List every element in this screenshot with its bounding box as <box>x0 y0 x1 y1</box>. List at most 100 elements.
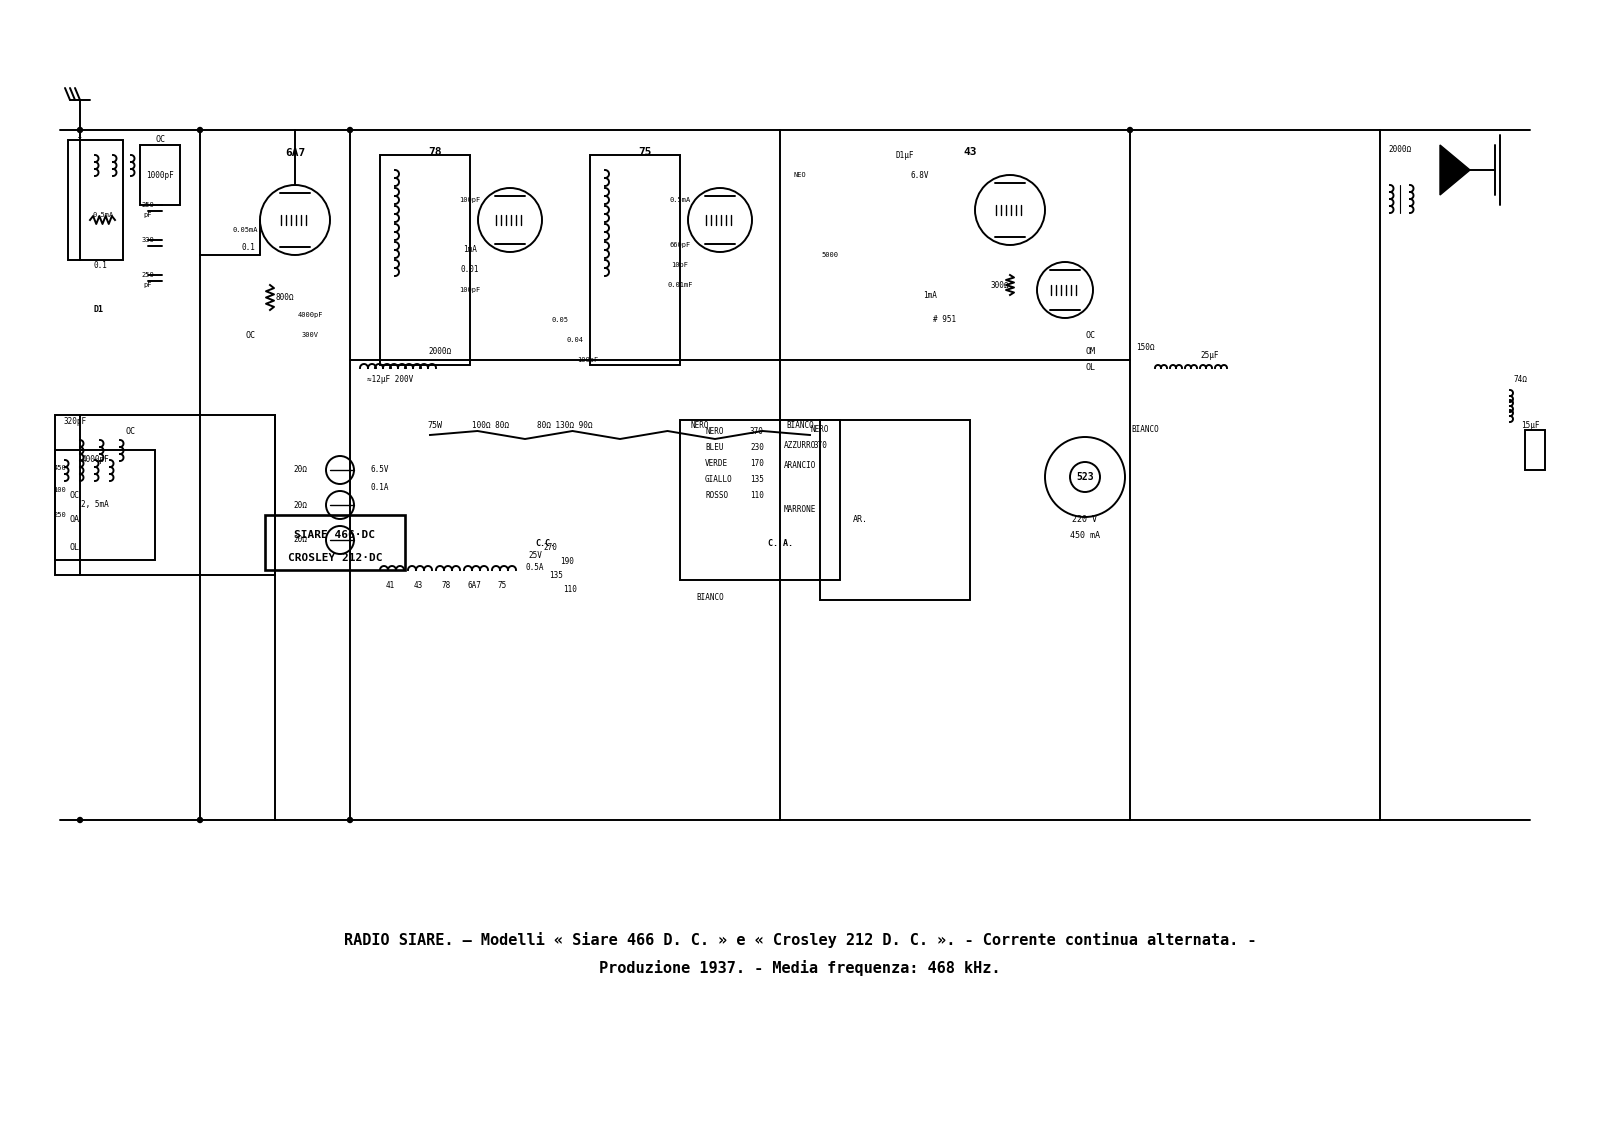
Text: 660pF: 660pF <box>669 242 691 248</box>
Circle shape <box>77 128 83 132</box>
Text: C. A.: C. A. <box>768 538 792 547</box>
Text: Produzione 1937. - Media frequenza: 468 kHz.: Produzione 1937. - Media frequenza: 468 … <box>600 960 1000 976</box>
Circle shape <box>77 818 83 822</box>
Text: AZZURRO: AZZURRO <box>784 440 816 449</box>
Text: 74Ω: 74Ω <box>1514 375 1526 385</box>
Text: 0.1: 0.1 <box>93 260 107 269</box>
Text: 0.1: 0.1 <box>242 243 254 252</box>
Text: GIALLO: GIALLO <box>706 475 733 484</box>
Bar <box>266 515 405 570</box>
Text: ROSSO: ROSSO <box>706 492 728 501</box>
Text: 0.5A: 0.5A <box>526 563 544 572</box>
Text: 300Ω: 300Ω <box>990 280 1010 290</box>
Text: # 951: # 951 <box>933 316 957 325</box>
Text: 250: 250 <box>142 202 154 208</box>
Text: 370: 370 <box>750 428 763 437</box>
Text: 135: 135 <box>750 475 763 484</box>
Text: pF: pF <box>144 211 152 218</box>
Text: 20Ω: 20Ω <box>293 466 307 475</box>
Text: OC: OC <box>245 330 254 339</box>
Text: pF: pF <box>144 282 152 288</box>
Text: 2000Ω: 2000Ω <box>1389 146 1411 155</box>
Text: 4000pF: 4000pF <box>298 312 323 318</box>
Text: NERO: NERO <box>706 428 723 437</box>
Text: 100pF: 100pF <box>459 287 480 293</box>
Text: 0.05mA: 0.05mA <box>232 227 258 233</box>
Text: 2, 5mA: 2, 5mA <box>82 501 109 509</box>
Bar <box>819 420 970 601</box>
Text: 2000Ω: 2000Ω <box>429 347 451 356</box>
Text: 190: 190 <box>560 556 574 566</box>
Text: 10pF: 10pF <box>672 262 688 268</box>
Circle shape <box>1128 128 1133 132</box>
Circle shape <box>197 818 203 822</box>
Text: 1mA: 1mA <box>462 245 477 254</box>
Text: RADIO SIARE. — Modelli « Siare 466 D. C. » e « Crosley 212 D. C. ». - Corrente c: RADIO SIARE. — Modelli « Siare 466 D. C.… <box>344 932 1256 948</box>
Text: 25µF: 25µF <box>1200 351 1219 360</box>
Text: 6.5V: 6.5V <box>371 466 389 475</box>
Text: 0.04: 0.04 <box>566 337 584 343</box>
Text: 110: 110 <box>750 492 763 501</box>
Bar <box>381 155 470 365</box>
Text: 43: 43 <box>413 580 422 589</box>
Text: OC: OC <box>70 491 80 500</box>
Text: NEO: NEO <box>794 172 806 178</box>
Text: 43: 43 <box>963 147 976 157</box>
Text: 300V: 300V <box>301 333 318 338</box>
Text: 0.01mF: 0.01mF <box>667 282 693 288</box>
Text: 1mA: 1mA <box>923 291 938 300</box>
Text: BIANCO: BIANCO <box>786 421 814 430</box>
Text: 20Ω: 20Ω <box>293 535 307 544</box>
Text: SIARE 466·DC: SIARE 466·DC <box>294 530 376 539</box>
Text: 0.1A: 0.1A <box>371 483 389 492</box>
Text: OC: OC <box>125 428 134 437</box>
Text: AR.: AR. <box>853 516 867 525</box>
Text: 100pF: 100pF <box>459 197 480 202</box>
Circle shape <box>347 818 352 822</box>
Text: OC: OC <box>1085 330 1094 339</box>
Text: MARRONE: MARRONE <box>784 506 816 515</box>
Text: 75: 75 <box>498 580 507 589</box>
Text: 230: 230 <box>750 443 763 452</box>
Text: 100: 100 <box>54 487 66 493</box>
Text: C.C.: C.C. <box>534 538 555 547</box>
Text: 110: 110 <box>563 586 578 595</box>
Text: 0.01: 0.01 <box>461 266 480 275</box>
Text: 0.5mA: 0.5mA <box>93 211 114 218</box>
Text: OA: OA <box>70 516 80 525</box>
Text: 523: 523 <box>1077 472 1094 482</box>
Text: 75W: 75W <box>427 421 443 430</box>
Text: VERDE: VERDE <box>706 459 728 468</box>
Text: 100Ω 80Ω: 100Ω 80Ω <box>472 421 509 430</box>
Bar <box>54 415 275 575</box>
Text: 20Ω: 20Ω <box>293 501 307 509</box>
Text: 6A7: 6A7 <box>467 580 482 589</box>
Text: 370: 370 <box>813 440 827 449</box>
Text: 450 mA: 450 mA <box>1070 530 1101 539</box>
Text: BLEU: BLEU <box>706 443 723 452</box>
Text: 270: 270 <box>542 544 557 553</box>
Text: BIANCO: BIANCO <box>1131 425 1158 434</box>
Text: 100pF: 100pF <box>578 357 598 363</box>
Text: 75: 75 <box>638 147 651 157</box>
Text: ≈12µF 200V: ≈12µF 200V <box>366 375 413 385</box>
Polygon shape <box>1440 145 1470 195</box>
Text: 800Ω: 800Ω <box>275 294 294 302</box>
Text: 41: 41 <box>386 580 395 589</box>
Text: 150Ω: 150Ω <box>1136 344 1154 353</box>
Text: 78: 78 <box>429 147 442 157</box>
Text: 330: 330 <box>142 238 154 243</box>
Text: 15µF: 15µF <box>1520 421 1539 430</box>
Bar <box>54 450 155 560</box>
Text: 80Ω 130Ω 90Ω: 80Ω 130Ω 90Ω <box>538 421 592 430</box>
Text: 220 V: 220 V <box>1072 516 1098 525</box>
Text: 1000pF: 1000pF <box>146 171 174 180</box>
Text: 25V: 25V <box>528 551 542 560</box>
Text: OM: OM <box>1085 347 1094 356</box>
Text: NERO: NERO <box>691 421 709 430</box>
Text: 170: 170 <box>750 459 763 468</box>
Bar <box>1525 430 1546 470</box>
Text: 0.5mA: 0.5mA <box>669 197 691 202</box>
Text: 6A7: 6A7 <box>285 148 306 158</box>
Circle shape <box>347 128 352 132</box>
